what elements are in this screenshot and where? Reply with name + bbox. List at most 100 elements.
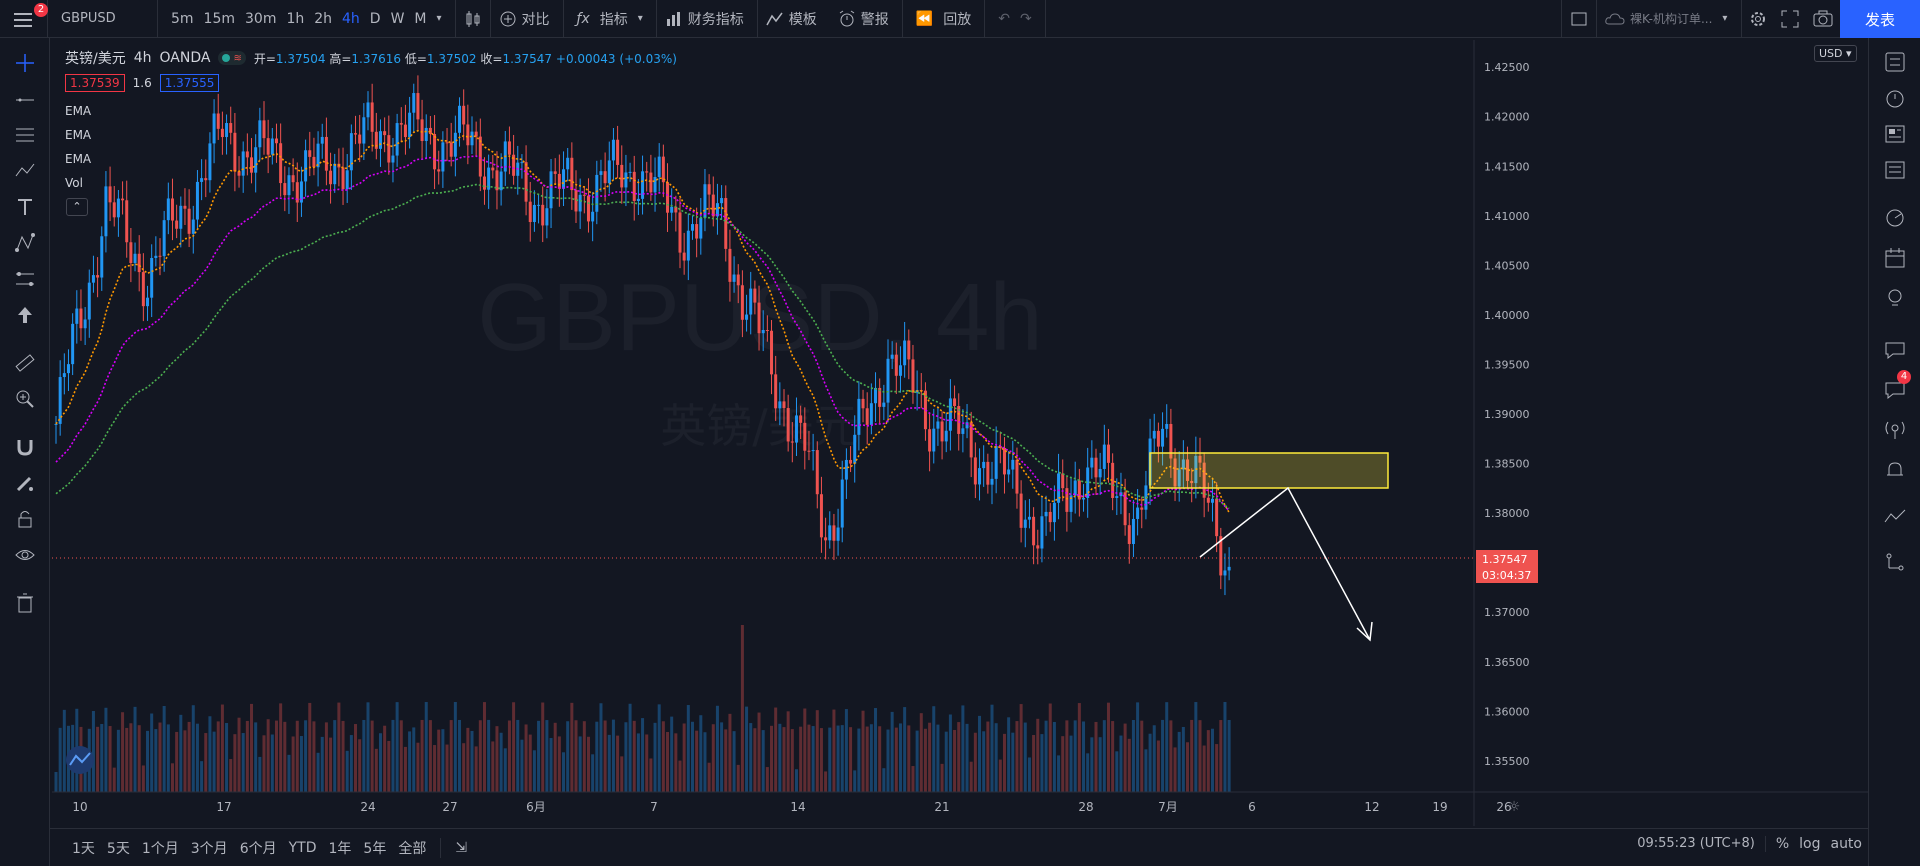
layout-name[interactable]: 裸K-机构订单... ▾	[1597, 0, 1742, 38]
range-all[interactable]: 全部	[398, 840, 427, 857]
time-axis[interactable]: 10 17 24 27 6月 7 14 21 28 7月 6 12 19 26	[72, 800, 1511, 814]
interval-2h[interactable]: 2h	[314, 10, 333, 27]
menu-button[interactable]: 2	[0, 0, 48, 38]
trading-panel-icon[interactable]	[1881, 504, 1909, 532]
range-1y[interactable]: 1年	[328, 840, 352, 857]
candle-body	[495, 170, 499, 191]
screenshot-button[interactable]	[1806, 0, 1840, 38]
range-5d[interactable]: 5天	[106, 840, 130, 857]
interval-4h[interactable]: 4h	[342, 10, 360, 27]
resistance-zone[interactable]	[1149, 452, 1389, 489]
chevron-down-icon[interactable]: ▾	[1722, 13, 1728, 24]
calendar-icon[interactable]	[1881, 244, 1909, 272]
volume-bar	[391, 719, 395, 792]
interval-30m[interactable]: 30m	[245, 10, 277, 27]
log-toggle[interactable]: log	[1799, 836, 1821, 852]
trendline-icon[interactable]	[12, 86, 38, 112]
eye-icon[interactable]	[12, 542, 38, 568]
symbol-search[interactable]: GBPUSD	[48, 0, 158, 38]
financials-button[interactable]: 财务指标	[657, 0, 758, 38]
object-tree-icon[interactable]	[1881, 548, 1909, 576]
sell-price[interactable]: 1.37539	[65, 74, 125, 92]
indicators-button[interactable]: ƒx 指标 ▾	[564, 0, 657, 38]
range-6m[interactable]: 6个月	[239, 840, 277, 857]
auto-toggle[interactable]: auto	[1830, 836, 1862, 852]
arrow-up-icon[interactable]	[12, 302, 38, 328]
indicator-ema-2[interactable]: EMA	[65, 128, 92, 142]
horizontal-lines-icon[interactable]	[12, 122, 38, 148]
interval-1h[interactable]: 1h	[286, 10, 305, 27]
range-3m[interactable]: 3个月	[190, 840, 228, 857]
candle-body	[191, 219, 195, 234]
lock-icon[interactable]	[12, 506, 38, 532]
indicator-ema-1[interactable]: EMA	[65, 104, 92, 118]
chevron-down-icon[interactable]: ▾	[637, 13, 643, 24]
indicator-vol[interactable]: Vol	[65, 176, 83, 190]
candle-body	[948, 398, 952, 431]
trash-icon[interactable]	[12, 590, 38, 616]
currency-selector[interactable]: USD ▾	[1814, 45, 1857, 62]
legend-interval: 4h	[133, 50, 152, 66]
buy-price[interactable]: 1.37555	[159, 74, 220, 92]
candle-body	[865, 408, 869, 425]
interval-15m[interactable]: 15m	[203, 10, 235, 27]
interval-w[interactable]: W	[390, 10, 405, 27]
data-window-icon[interactable]	[1881, 156, 1909, 184]
volume-bar	[341, 720, 345, 792]
forecast-path[interactable]	[1199, 486, 1371, 641]
watchlist-icon[interactable]	[1881, 48, 1909, 76]
symbol-name[interactable]: 英镑/美元	[65, 51, 126, 67]
range-1m[interactable]: 1个月	[141, 840, 179, 857]
templates-button[interactable]: 模板	[758, 0, 830, 38]
volume-bar	[287, 754, 291, 792]
messages-icon[interactable]: 4	[1881, 370, 1911, 404]
percent-toggle[interactable]: %	[1775, 836, 1790, 852]
hotlist-icon[interactable]	[1881, 204, 1909, 232]
market-status[interactable]: ≋	[218, 51, 246, 65]
collapse-legend-button[interactable]: ⌃	[66, 198, 88, 216]
fib-icon[interactable]	[12, 266, 38, 292]
text-icon[interactable]	[12, 194, 38, 220]
magnet-icon[interactable]	[12, 434, 38, 460]
clock-label[interactable]: 09:55:23 (UTC+8)	[1637, 836, 1755, 851]
ideas-icon[interactable]	[1881, 284, 1909, 312]
interval-m[interactable]: M	[414, 10, 427, 27]
pattern-icon[interactable]	[12, 158, 38, 184]
volume-bar	[582, 721, 586, 792]
range-ytd[interactable]: YTD	[288, 839, 317, 856]
fullscreen-button[interactable]	[1774, 0, 1806, 38]
indicator-ema-3[interactable]: EMA	[65, 152, 92, 166]
redo-icon[interactable]: ↷	[1019, 10, 1032, 27]
compare-button[interactable]: 对比	[491, 0, 564, 38]
fullscreen-layout-button[interactable]	[1561, 0, 1597, 38]
alarm-clock-icon[interactable]	[1881, 84, 1909, 112]
notification-bell-icon[interactable]	[1881, 456, 1909, 484]
volume-bar	[998, 759, 1002, 792]
price-axis[interactable]: 1.42500 1.42000 1.41500 1.41000 1.40500 1.400…	[1484, 61, 1530, 768]
alert-button[interactable]: 警报	[830, 0, 903, 38]
candle-body	[125, 200, 129, 243]
chart-type-button[interactable]	[456, 0, 491, 38]
news-icon[interactable]	[1881, 120, 1909, 148]
crosshair-icon[interactable]	[12, 50, 38, 76]
goto-date-icon[interactable]: ⇲	[455, 839, 468, 856]
interval-d[interactable]: D	[369, 10, 381, 27]
axis-settings-icon[interactable]: ☼	[1508, 799, 1521, 815]
ruler-icon[interactable]	[12, 350, 38, 376]
candle-body	[258, 120, 262, 148]
undo-icon[interactable]: ↶	[998, 10, 1010, 27]
zoom-icon[interactable]	[12, 386, 38, 412]
publish-button[interactable]: 发表	[1840, 0, 1920, 38]
chevron-down-icon[interactable]: ▾	[436, 13, 442, 24]
replay-button[interactable]: ⏪ 回放	[903, 0, 986, 38]
volume-bar	[1144, 749, 1148, 792]
streams-icon[interactable]	[1881, 416, 1909, 444]
forecast-icon[interactable]	[12, 230, 38, 256]
chat-icon[interactable]	[1881, 336, 1909, 364]
range-1d[interactable]: 1天	[72, 840, 95, 857]
pencil-lock-icon[interactable]	[12, 470, 38, 496]
candlestick-chart[interactable]: GBPUSD, 4h 英镑/美元 1.425001.420001.415001.…	[52, 40, 1868, 826]
interval-5m[interactable]: 5m	[171, 10, 194, 27]
settings-button[interactable]	[1742, 0, 1774, 38]
range-5y[interactable]: 5年	[363, 840, 387, 857]
